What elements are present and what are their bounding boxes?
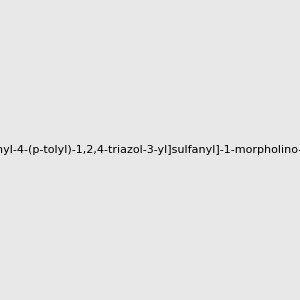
Text: 2-[[5-Methyl-4-(p-tolyl)-1,2,4-triazol-3-yl]sulfanyl]-1-morpholino-ethanone: 2-[[5-Methyl-4-(p-tolyl)-1,2,4-triazol-3… xyxy=(0,145,300,155)
